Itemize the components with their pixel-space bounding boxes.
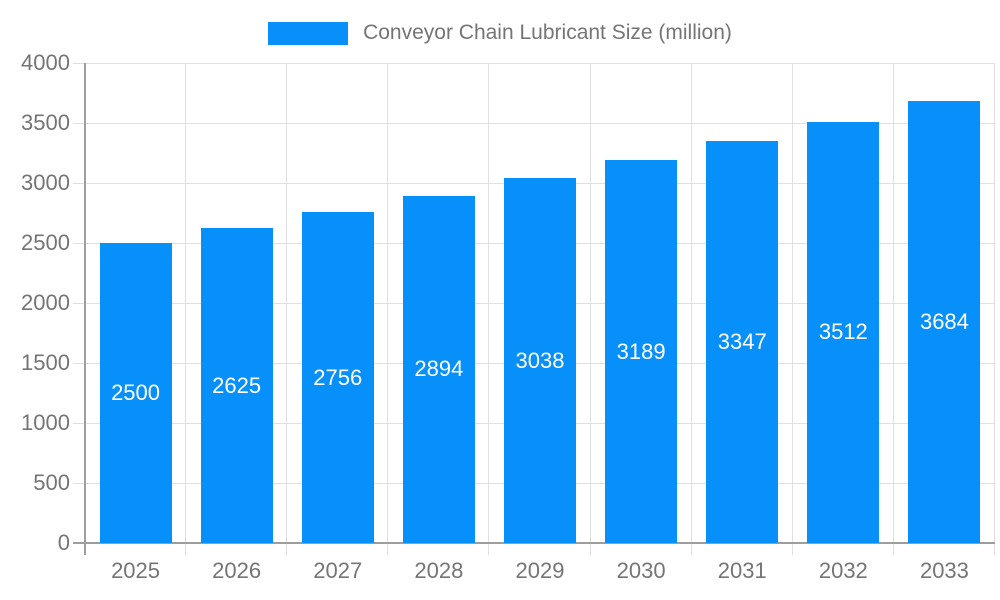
bar-2032: 3512 <box>807 121 880 543</box>
bar-2030: 3189 <box>605 160 678 543</box>
v-gridline-7 <box>791 63 793 555</box>
v-gridline-3 <box>387 63 389 555</box>
v-gridline-8 <box>892 63 894 555</box>
v-gridline-5 <box>589 63 591 555</box>
bar-value-label-2031: 3347 <box>717 329 767 355</box>
bar-2033: 3684 <box>908 100 981 543</box>
y-tick-label-4000: 4000 <box>21 50 70 75</box>
bar-2026: 2625 <box>200 228 273 543</box>
chart-legend: Conveyor Chain Lubricant Size (million) <box>0 21 1000 45</box>
x-tick-label-2028: 2028 <box>414 558 464 583</box>
bar-value-label-2032: 3512 <box>818 319 868 345</box>
v-gridline-6 <box>690 63 692 555</box>
x-axis-line <box>73 542 995 544</box>
x-tick-label-2027: 2027 <box>313 558 363 583</box>
x-tick-label-2030: 2030 <box>616 558 666 583</box>
y-tick-label-1500: 1500 <box>21 350 70 375</box>
y-tick-label-0: 0 <box>57 530 70 555</box>
bar-value-label-2033: 3684 <box>919 308 969 334</box>
plot-area: 2500 2625 2756 2894 3038 3189 3347 3512 3684 <box>73 63 995 555</box>
bar-2027: 2756 <box>301 212 374 543</box>
v-gridline-1 <box>185 63 187 555</box>
y-axis-line <box>84 63 86 555</box>
legend-swatch-icon <box>268 21 349 45</box>
x-tick-label-2025: 2025 <box>111 558 161 583</box>
bar-value-label-2027: 2756 <box>313 364 363 390</box>
bar-value-label-2029: 3038 <box>515 347 565 373</box>
x-tick-label-2029: 2029 <box>515 558 565 583</box>
y-tick-label-1000: 1000 <box>21 410 70 435</box>
v-gridline-9 <box>994 63 995 555</box>
h-gridline-3500 <box>73 123 995 124</box>
y-tick-label-2000: 2000 <box>21 290 70 315</box>
bar-2029: 3038 <box>504 178 576 543</box>
v-gridline-2 <box>286 63 288 555</box>
bar-value-label-2025: 2500 <box>111 380 161 405</box>
h-gridline-4000 <box>73 63 995 64</box>
x-tick-label-2033: 2033 <box>919 558 969 583</box>
y-tick-label-3500: 3500 <box>21 110 70 135</box>
bar-value-label-2028: 2894 <box>414 356 464 382</box>
x-tick-label-2031: 2031 <box>717 558 767 583</box>
bar-value-label-2030: 3189 <box>616 338 666 364</box>
bar-2028: 2894 <box>402 195 475 543</box>
bar-2025: 2500 <box>99 243 172 543</box>
y-tick-label-2500: 2500 <box>21 230 70 255</box>
y-tick-label-3000: 3000 <box>21 170 70 195</box>
x-tick-label-2026: 2026 <box>212 558 262 583</box>
bar-2031: 3347 <box>706 141 779 543</box>
v-gridline-4 <box>488 63 490 555</box>
bar-value-label-2026: 2625 <box>212 372 262 398</box>
legend-label: Conveyor Chain Lubricant Size (million) <box>363 21 732 44</box>
y-tick-label-500: 500 <box>33 470 70 495</box>
x-tick-label-2032: 2032 <box>818 558 868 583</box>
